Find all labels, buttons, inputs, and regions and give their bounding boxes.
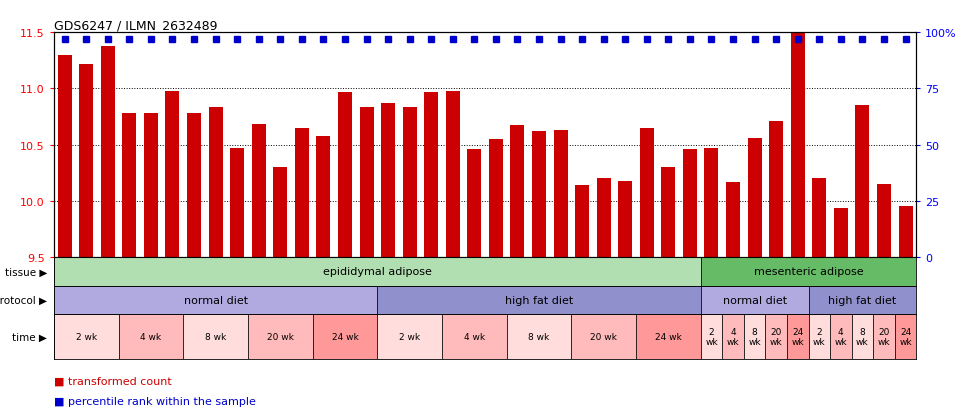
Text: 8 wk: 8 wk xyxy=(205,332,226,342)
Bar xyxy=(79,64,93,257)
Bar xyxy=(852,314,873,359)
Text: 4 wk: 4 wk xyxy=(464,332,485,342)
Text: mesenteric adipose: mesenteric adipose xyxy=(754,267,863,277)
Bar xyxy=(442,314,507,359)
Bar xyxy=(701,286,808,314)
Bar xyxy=(899,207,912,257)
Bar xyxy=(467,150,481,257)
Bar xyxy=(765,314,787,359)
Bar xyxy=(252,125,266,257)
Bar xyxy=(338,93,352,257)
Bar xyxy=(701,314,722,359)
Bar xyxy=(597,179,611,257)
Bar xyxy=(834,208,848,257)
Bar xyxy=(187,114,201,257)
Bar xyxy=(722,314,744,359)
Text: 2 wk: 2 wk xyxy=(399,332,420,342)
Text: 4
wk: 4 wk xyxy=(727,327,739,347)
Bar xyxy=(769,122,783,257)
Text: epididymal adipose: epididymal adipose xyxy=(322,267,432,277)
Text: 20 wk: 20 wk xyxy=(590,332,617,342)
Text: 4 wk: 4 wk xyxy=(140,332,162,342)
Bar xyxy=(830,314,852,359)
Text: 8
wk: 8 wk xyxy=(749,327,760,347)
Bar xyxy=(571,314,636,359)
Text: ■ percentile rank within the sample: ■ percentile rank within the sample xyxy=(54,396,256,406)
Bar xyxy=(424,93,438,257)
Text: normal diet: normal diet xyxy=(183,295,248,305)
Bar xyxy=(532,132,546,257)
Bar xyxy=(808,314,830,359)
Bar xyxy=(618,181,632,257)
Bar xyxy=(119,314,183,359)
Bar xyxy=(554,131,567,257)
Text: 20 wk: 20 wk xyxy=(267,332,294,342)
Bar xyxy=(705,149,718,257)
Bar xyxy=(636,314,701,359)
Bar xyxy=(748,138,761,257)
Bar xyxy=(683,150,697,257)
Bar xyxy=(377,286,701,314)
Text: 4
wk: 4 wk xyxy=(835,327,847,347)
Bar xyxy=(744,314,765,359)
Bar xyxy=(248,314,313,359)
Bar xyxy=(489,140,503,257)
Text: GDS6247 / ILMN_2632489: GDS6247 / ILMN_2632489 xyxy=(54,19,218,32)
Text: high fat diet: high fat diet xyxy=(828,295,897,305)
Bar xyxy=(895,314,916,359)
Bar xyxy=(183,314,248,359)
Bar xyxy=(58,55,72,257)
Text: 24
wk: 24 wk xyxy=(792,327,804,347)
Text: 24 wk: 24 wk xyxy=(331,332,359,342)
Bar xyxy=(377,314,442,359)
Bar xyxy=(101,47,115,257)
Bar xyxy=(54,257,701,286)
Bar xyxy=(122,114,136,257)
Text: time ▶: time ▶ xyxy=(12,332,47,342)
Bar xyxy=(877,185,891,257)
Bar xyxy=(726,182,740,257)
Bar xyxy=(873,314,895,359)
Text: 2
wk: 2 wk xyxy=(813,327,825,347)
Bar xyxy=(662,168,675,257)
Bar xyxy=(230,149,244,257)
Text: 24 wk: 24 wk xyxy=(655,332,682,342)
Bar xyxy=(54,314,119,359)
Text: 2 wk: 2 wk xyxy=(75,332,97,342)
Bar xyxy=(317,136,330,257)
Bar xyxy=(575,185,589,257)
Bar xyxy=(313,314,377,359)
Bar xyxy=(787,314,808,359)
Text: ■ transformed count: ■ transformed count xyxy=(54,376,172,386)
Bar xyxy=(381,104,395,257)
Bar xyxy=(701,257,916,286)
Text: 24
wk: 24 wk xyxy=(900,327,911,347)
Bar xyxy=(166,91,179,257)
Text: 20
wk: 20 wk xyxy=(770,327,782,347)
Bar xyxy=(144,114,158,257)
Text: 8 wk: 8 wk xyxy=(528,332,550,342)
Text: tissue ▶: tissue ▶ xyxy=(5,267,47,277)
Bar xyxy=(808,286,916,314)
Bar xyxy=(791,13,805,257)
Text: 2
wk: 2 wk xyxy=(706,327,717,347)
Text: high fat diet: high fat diet xyxy=(505,295,573,305)
Bar xyxy=(446,91,460,257)
Bar xyxy=(511,126,524,257)
Bar xyxy=(360,108,373,257)
Bar xyxy=(856,106,869,257)
Bar xyxy=(54,286,377,314)
Text: protocol ▶: protocol ▶ xyxy=(0,295,47,305)
Bar xyxy=(209,108,222,257)
Text: 20
wk: 20 wk xyxy=(878,327,890,347)
Bar xyxy=(403,108,416,257)
Bar xyxy=(507,314,571,359)
Bar xyxy=(812,179,826,257)
Bar xyxy=(640,128,654,257)
Bar xyxy=(295,128,309,257)
Text: 8
wk: 8 wk xyxy=(857,327,868,347)
Text: normal diet: normal diet xyxy=(722,295,787,305)
Bar xyxy=(273,168,287,257)
